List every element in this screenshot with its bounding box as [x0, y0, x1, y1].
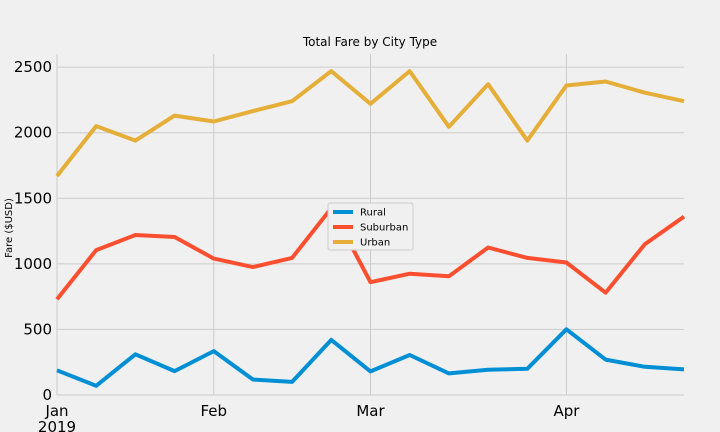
series-layer: [55, 69, 686, 388]
legend-box: [327, 202, 414, 251]
legend: Rural Suburban Urban: [327, 202, 414, 251]
legend-label-rural: Rural: [360, 208, 386, 219]
x-tick-label: Feb: [200, 402, 227, 420]
chart-title: Total Fare by City Type: [302, 35, 437, 49]
y-tick-label: 1000: [14, 255, 52, 273]
y-tick-label: 2500: [14, 58, 52, 76]
y-tick-label: 1500: [14, 189, 52, 207]
grid-layer: [56, 54, 684, 396]
x-tick-label: Jan: [44, 402, 68, 420]
x-tick-label: Apr: [553, 402, 580, 420]
x-tick-sublabel: 2019: [38, 418, 76, 432]
legend-label-urban: Urban: [360, 238, 390, 249]
y-tick-label: 2000: [14, 124, 52, 142]
y-axis-label: Fare ($USD): [4, 198, 15, 258]
series-line-rural: [56, 327, 685, 388]
legend-label-suburban: Suburban: [360, 223, 408, 234]
y-tick-label: 500: [23, 320, 52, 338]
series-line-suburban: [55, 206, 686, 301]
series-line-urban: [55, 69, 685, 178]
y-tick-label: 0: [42, 386, 52, 404]
x-tick-label: Mar: [356, 402, 385, 420]
